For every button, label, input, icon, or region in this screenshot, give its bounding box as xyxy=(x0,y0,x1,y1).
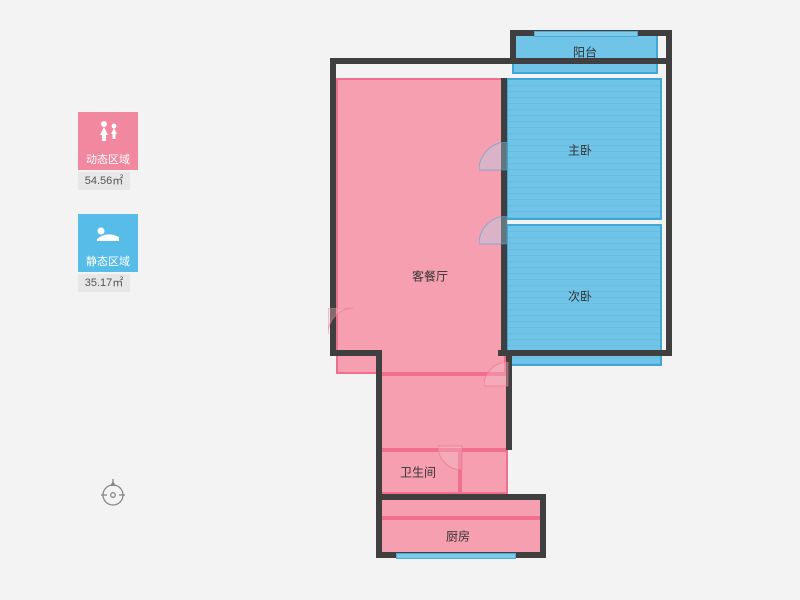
room-label-living: 客餐厅 xyxy=(412,268,448,285)
legend-item-static: 静态区域 35.17㎡ xyxy=(78,214,138,292)
wall xyxy=(330,58,670,64)
door-arc xyxy=(479,216,535,272)
legend-value: 35.17㎡ xyxy=(78,274,130,292)
legend-label: 静态区域 xyxy=(78,252,138,272)
wall xyxy=(498,350,670,356)
wall xyxy=(376,350,382,558)
door-arc xyxy=(438,422,486,470)
room-label-second: 次卧 xyxy=(568,288,592,305)
wall xyxy=(666,30,672,356)
wall xyxy=(540,494,546,558)
window xyxy=(534,31,638,37)
sleep-icon xyxy=(78,214,138,252)
compass-icon xyxy=(98,478,128,513)
people-icon xyxy=(78,112,138,150)
legend-value: 54.56㎡ xyxy=(78,172,130,190)
window xyxy=(396,553,516,559)
room-label-bath: 卫生间 xyxy=(400,464,436,481)
legend-item-dynamic: 动态区域 54.56㎡ xyxy=(78,112,138,190)
legend-label: 动态区域 xyxy=(78,150,138,170)
room-label-kitchen: 厨房 xyxy=(446,528,470,545)
door-arc xyxy=(484,362,532,410)
door-arc xyxy=(479,142,535,198)
legend: 动态区域 54.56㎡静态区域 35.17㎡ xyxy=(78,112,138,316)
door-arc xyxy=(328,308,380,360)
wall xyxy=(501,78,507,350)
room-label-master: 主卧 xyxy=(568,142,592,159)
wall xyxy=(376,494,546,500)
wall xyxy=(510,30,516,60)
